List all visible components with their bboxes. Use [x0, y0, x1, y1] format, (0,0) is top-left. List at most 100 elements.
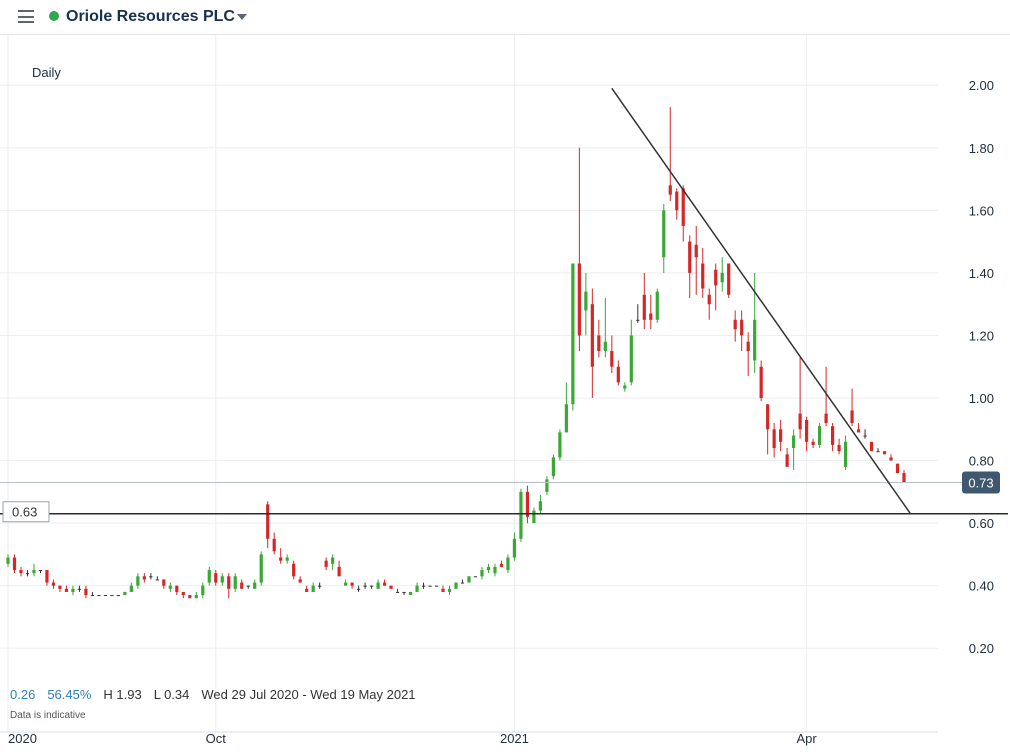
candle-body [869, 441, 874, 452]
time-axis: 2020 Oct 2021 Apr [0, 731, 938, 746]
candle-body [292, 563, 296, 577]
candle-body [558, 432, 562, 458]
candle-body [707, 294, 711, 305]
current-price-label: 0.73 [968, 475, 993, 490]
candle-body [408, 591, 413, 596]
candle-body [350, 582, 354, 586]
candle-body [389, 585, 393, 589]
y-tick-label: 0.60 [969, 516, 994, 531]
candle-body [103, 595, 107, 597]
y-tick-label: 1.80 [969, 141, 994, 156]
candle-body [486, 566, 491, 571]
candle-body [532, 510, 536, 524]
chart-stats: 0.26 56.45% H 1.93 L 0.34 Wed 29 Jul 2020 - … [10, 687, 428, 702]
candle-body [473, 576, 478, 578]
candle-body [136, 576, 140, 586]
candle-body [116, 595, 120, 597]
candle-body [318, 585, 322, 587]
y-tick-label: 1.00 [969, 391, 994, 406]
candle-body [363, 585, 367, 587]
candle-body [902, 473, 906, 483]
instrument-title[interactable]: Oriole Resources PLC [66, 8, 235, 25]
candle-body [701, 263, 705, 289]
candle-body [6, 557, 10, 564]
candle-body [856, 429, 861, 433]
candle-body [590, 304, 594, 367]
candle-body [298, 579, 302, 583]
candle-body [246, 585, 250, 587]
candle-body [759, 366, 763, 398]
candle-body [863, 435, 867, 437]
candle-body [376, 582, 380, 589]
candle-body [824, 413, 828, 424]
candle-body [642, 294, 646, 320]
candle-body [623, 385, 627, 389]
candle-body [798, 413, 802, 430]
candle-body [84, 588, 88, 596]
hamburger-menu-icon[interactable] [18, 10, 34, 23]
candle-body [519, 491, 523, 539]
candle-body [727, 263, 731, 295]
candle-body [97, 595, 101, 597]
candle-body [499, 563, 504, 567]
candle-body [421, 585, 426, 587]
candle-body [636, 319, 640, 321]
x-tick-label: 2020 [8, 731, 37, 746]
chart-overlays: 0.73 0.63 [0, 87, 1008, 523]
chart-grid [0, 35, 938, 732]
candle-body [369, 585, 374, 587]
candle-body [415, 585, 419, 592]
candle-body [753, 319, 757, 361]
x-tick-label: Apr [796, 731, 817, 746]
price-chart[interactable]: 0.73 0.63 2.00 1.80 1.60 1.40 1.20 1.00 0.80 0.6… [0, 35, 1010, 752]
candle-body [311, 585, 315, 592]
candle-body [889, 457, 893, 461]
candle-body [447, 588, 452, 592]
candle-body [564, 404, 568, 433]
candle-body [51, 582, 56, 586]
candle-body [395, 591, 400, 593]
candle-body [805, 419, 809, 442]
candle-body [207, 570, 211, 583]
candle-body [882, 451, 887, 455]
y-tick-label: 0.40 [969, 579, 994, 594]
candle-body [584, 291, 588, 311]
candle-body [493, 566, 497, 574]
candle-body [305, 588, 309, 592]
change-value: 0.26 [10, 687, 36, 702]
candle-body [792, 435, 796, 449]
candle-body [402, 591, 406, 593]
horizontal-level-label: 0.63 [12, 505, 37, 520]
candle-body [168, 585, 172, 589]
candle-body [850, 410, 854, 424]
candle-body [441, 588, 445, 592]
market-status-dot [49, 11, 59, 21]
candle-body [279, 557, 283, 561]
candle-body [662, 210, 666, 258]
chevron-down-icon[interactable] [237, 14, 247, 20]
candle-body [733, 319, 737, 330]
y-tick-label: 1.40 [969, 266, 994, 281]
candle-body [240, 582, 244, 589]
price-axis: 2.00 1.80 1.60 1.40 1.20 1.00 0.80 0.60 0.40 0.20 [969, 78, 994, 656]
x-tick-label: Oct [206, 731, 227, 746]
change-percent: 56.45% [47, 687, 92, 702]
chart-header: Oriole Resources PLC [0, 0, 1010, 35]
candle-body [694, 244, 698, 258]
candle-body [837, 444, 841, 452]
candle-body [77, 588, 82, 590]
candle-body [382, 582, 387, 586]
candle-body [181, 591, 185, 596]
candle-body [460, 582, 465, 584]
candle-body [830, 426, 835, 445]
candle-body [811, 441, 815, 445]
candle-body [266, 504, 270, 539]
candle-body [357, 588, 361, 590]
candle-body [344, 582, 348, 586]
candle-body [233, 576, 237, 589]
candle-body [467, 576, 471, 583]
candle-body [58, 585, 62, 589]
candle-body [785, 454, 789, 467]
candle-body [772, 429, 776, 449]
interval-label[interactable]: Daily [32, 65, 61, 80]
